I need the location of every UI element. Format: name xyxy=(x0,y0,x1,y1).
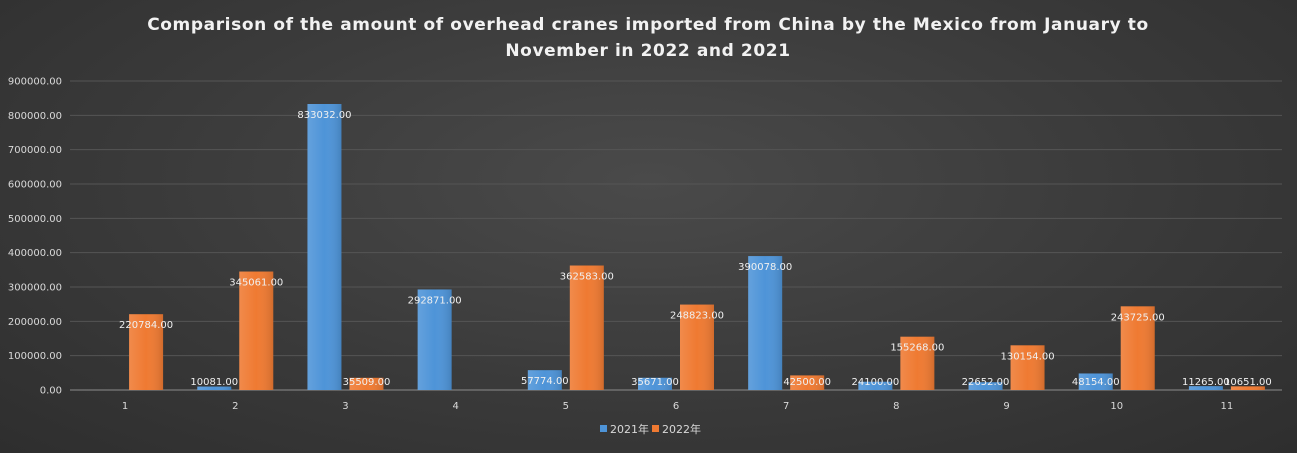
bar-shading xyxy=(197,386,232,390)
legend-label: 2021年 xyxy=(610,422,649,436)
bar-shading xyxy=(748,256,783,390)
chart-title-line-1: Comparison of the amount of overhead cra… xyxy=(147,15,1149,35)
bar-shading xyxy=(569,265,604,390)
data-label: 48154.00 xyxy=(1072,377,1120,388)
x-tick-label: 3 xyxy=(342,401,348,412)
x-tick-label: 10 xyxy=(1110,401,1123,412)
bar-shading xyxy=(129,314,164,390)
bar-shading xyxy=(968,382,1003,390)
data-label: 10081.00 xyxy=(190,377,238,388)
data-label: 11265.00 xyxy=(1182,377,1230,388)
data-label: 833032.00 xyxy=(297,110,351,121)
data-label: 22652.00 xyxy=(962,377,1010,388)
data-label: 220784.00 xyxy=(119,320,173,331)
y-tick-label: 200000.00 xyxy=(8,317,62,328)
data-label: 42500.00 xyxy=(783,377,831,388)
bar-shading xyxy=(1078,373,1113,390)
legend-swatch xyxy=(652,425,659,432)
bar-shading xyxy=(638,377,672,390)
y-tick-label: 100000.00 xyxy=(8,351,62,362)
data-label: 243725.00 xyxy=(1111,312,1165,323)
x-tick-label: 7 xyxy=(783,401,789,412)
x-tick-label: 1 xyxy=(122,401,128,412)
y-tick-label: 500000.00 xyxy=(8,214,62,225)
data-label: 130154.00 xyxy=(1001,351,1055,362)
y-tick-label: 700000.00 xyxy=(8,145,62,156)
data-label: 155268.00 xyxy=(890,343,944,354)
data-label: 248823.00 xyxy=(670,311,724,322)
bar-shading xyxy=(680,304,714,390)
data-label: 292871.00 xyxy=(408,295,462,306)
bar-shading xyxy=(417,289,452,390)
x-axis: 1 2 3 4 5 6 7 8 9 10 11 xyxy=(122,401,1233,412)
bars xyxy=(129,103,1265,391)
data-label: 390078.00 xyxy=(738,262,792,273)
bar-shading xyxy=(858,381,893,390)
x-tick-label: 11 xyxy=(1221,401,1234,412)
legend: 2021年 2022年 xyxy=(600,422,701,436)
bar-shading xyxy=(1120,306,1155,390)
y-axis: 0.00 100000.00 200000.00 300000.00 400000.00… xyxy=(8,77,62,397)
data-label: 35509.00 xyxy=(343,377,391,388)
data-label: 57774.00 xyxy=(521,376,569,387)
legend-label: 2022年 xyxy=(662,422,701,436)
bar-shading xyxy=(1010,345,1045,390)
bar-shading xyxy=(307,103,342,391)
x-tick-label: 8 xyxy=(893,401,899,412)
bar-shading xyxy=(790,375,825,390)
bar-shading xyxy=(1188,386,1223,390)
legend-swatch xyxy=(600,425,607,432)
data-label: 35671.00 xyxy=(631,377,679,388)
y-tick-label: 900000.00 xyxy=(8,77,62,88)
y-tick-label: 0.00 xyxy=(40,386,62,397)
x-tick-label: 2 xyxy=(232,401,238,412)
data-label: 362583.00 xyxy=(560,272,614,283)
data-label: 24100.00 xyxy=(852,377,900,388)
y-tick-label: 400000.00 xyxy=(8,248,62,259)
x-tick-label: 5 xyxy=(563,401,569,412)
bar-shading xyxy=(527,370,562,390)
x-tick-label: 9 xyxy=(1003,401,1009,412)
x-tick-label: 4 xyxy=(452,401,458,412)
bar-shading xyxy=(1230,386,1265,390)
bar-shading xyxy=(900,336,935,390)
chart-title: Comparison of the amount of overhead cra… xyxy=(147,15,1149,61)
y-tick-label: 600000.00 xyxy=(8,180,62,191)
x-tick-label: 6 xyxy=(673,401,679,412)
data-label: 345061.00 xyxy=(229,278,283,289)
y-tick-label: 300000.00 xyxy=(8,283,62,294)
bar-shading xyxy=(239,271,274,390)
data-label: 10651.00 xyxy=(1224,377,1272,388)
y-tick-label: 800000.00 xyxy=(8,111,62,122)
bar-shading xyxy=(349,377,384,390)
chart-title-line-2: November in 2022 and 2021 xyxy=(505,41,790,61)
data-labels: 10081.00 833032.00 292871.00 57774.00 35671.… xyxy=(119,110,1272,388)
